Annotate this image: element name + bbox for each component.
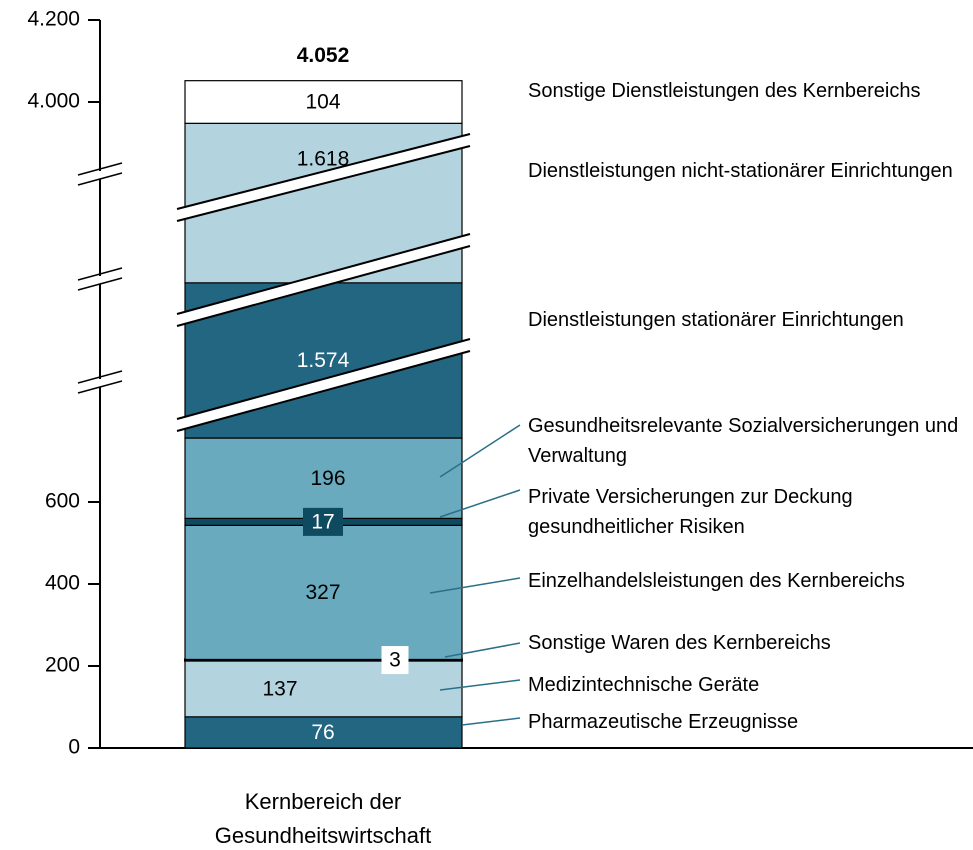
y-tick-label: 0 [68,736,80,759]
data-label: 17 [311,510,334,533]
y-tick-label: 4.200 [27,8,80,31]
y-tick-label: 4.000 [27,90,80,113]
leader-line [439,489,521,518]
legend-entry: Medizintechnische Geräte [528,674,760,696]
leader-line [439,679,521,691]
y-tick-label: 400 [45,572,80,595]
legend-entry: Einzelhandelsleistungen des Kernbereichs [528,570,905,592]
bar-segment [184,80,463,124]
data-label: 327 [305,581,340,604]
data-label: 104 [305,91,340,114]
data-label: 1.574 [297,349,350,372]
axis-break-mark [77,380,123,394]
legend-entry: Dienstleistungen nicht-stationärer Einri… [528,160,953,182]
legend-entry: Private Versicherungen zur Deckung gesun… [528,486,853,538]
leader-line [461,717,521,726]
axis-break-gap [90,379,110,387]
data-label: 196 [310,467,345,490]
x-category-label: Kernbereich der Gesundheitswirtschaft [214,789,432,848]
axis-break-band [177,134,470,221]
axis-break-line [176,338,471,420]
data-label-box [303,507,343,536]
axis-break-mark [77,370,123,384]
data-label: 3 [389,649,401,672]
axis-break-mark [77,162,123,176]
leader-line [444,642,521,658]
leader-line [429,577,521,594]
data-label: 76 [311,721,334,744]
axis-break-band [177,234,470,326]
legend-entry: Sonstige Waren des Kernbereichs [528,632,831,654]
bar-segment [184,524,463,661]
data-label-box [381,646,409,675]
legend-entry: Pharmazeutische Erzeugnisse [528,711,799,733]
legend-entry: Dienstleistungen stationärer Einrichtung… [528,309,904,331]
leader-line [439,424,521,478]
axis-break-line [176,133,471,210]
axis-break-band [177,339,470,431]
axis-break-mark [77,172,123,186]
axis-break-gap [90,171,110,179]
axis-break-line [176,245,471,327]
axis-break-line [176,350,471,432]
bar-segment [184,437,463,520]
data-label: 137 [262,677,297,700]
data-label: 1.618 [297,148,350,171]
axis-break-gap [90,276,110,284]
axis-break-line [176,145,471,222]
bar-segment [184,716,463,749]
total-label: 4.052 [297,44,350,67]
y-tick-label: 600 [45,490,80,513]
bar-segment [184,660,463,718]
axis-break-mark [77,267,123,281]
axis-break-line [176,233,471,315]
y-tick-label: 200 [45,654,80,677]
axis-break-mark [77,277,123,291]
legend-entry: Gesundheitsrelevante Sozialversicherunge… [528,415,959,467]
legend-entry: Sonstige Dienstleistungen des Kernbereic… [528,80,921,102]
